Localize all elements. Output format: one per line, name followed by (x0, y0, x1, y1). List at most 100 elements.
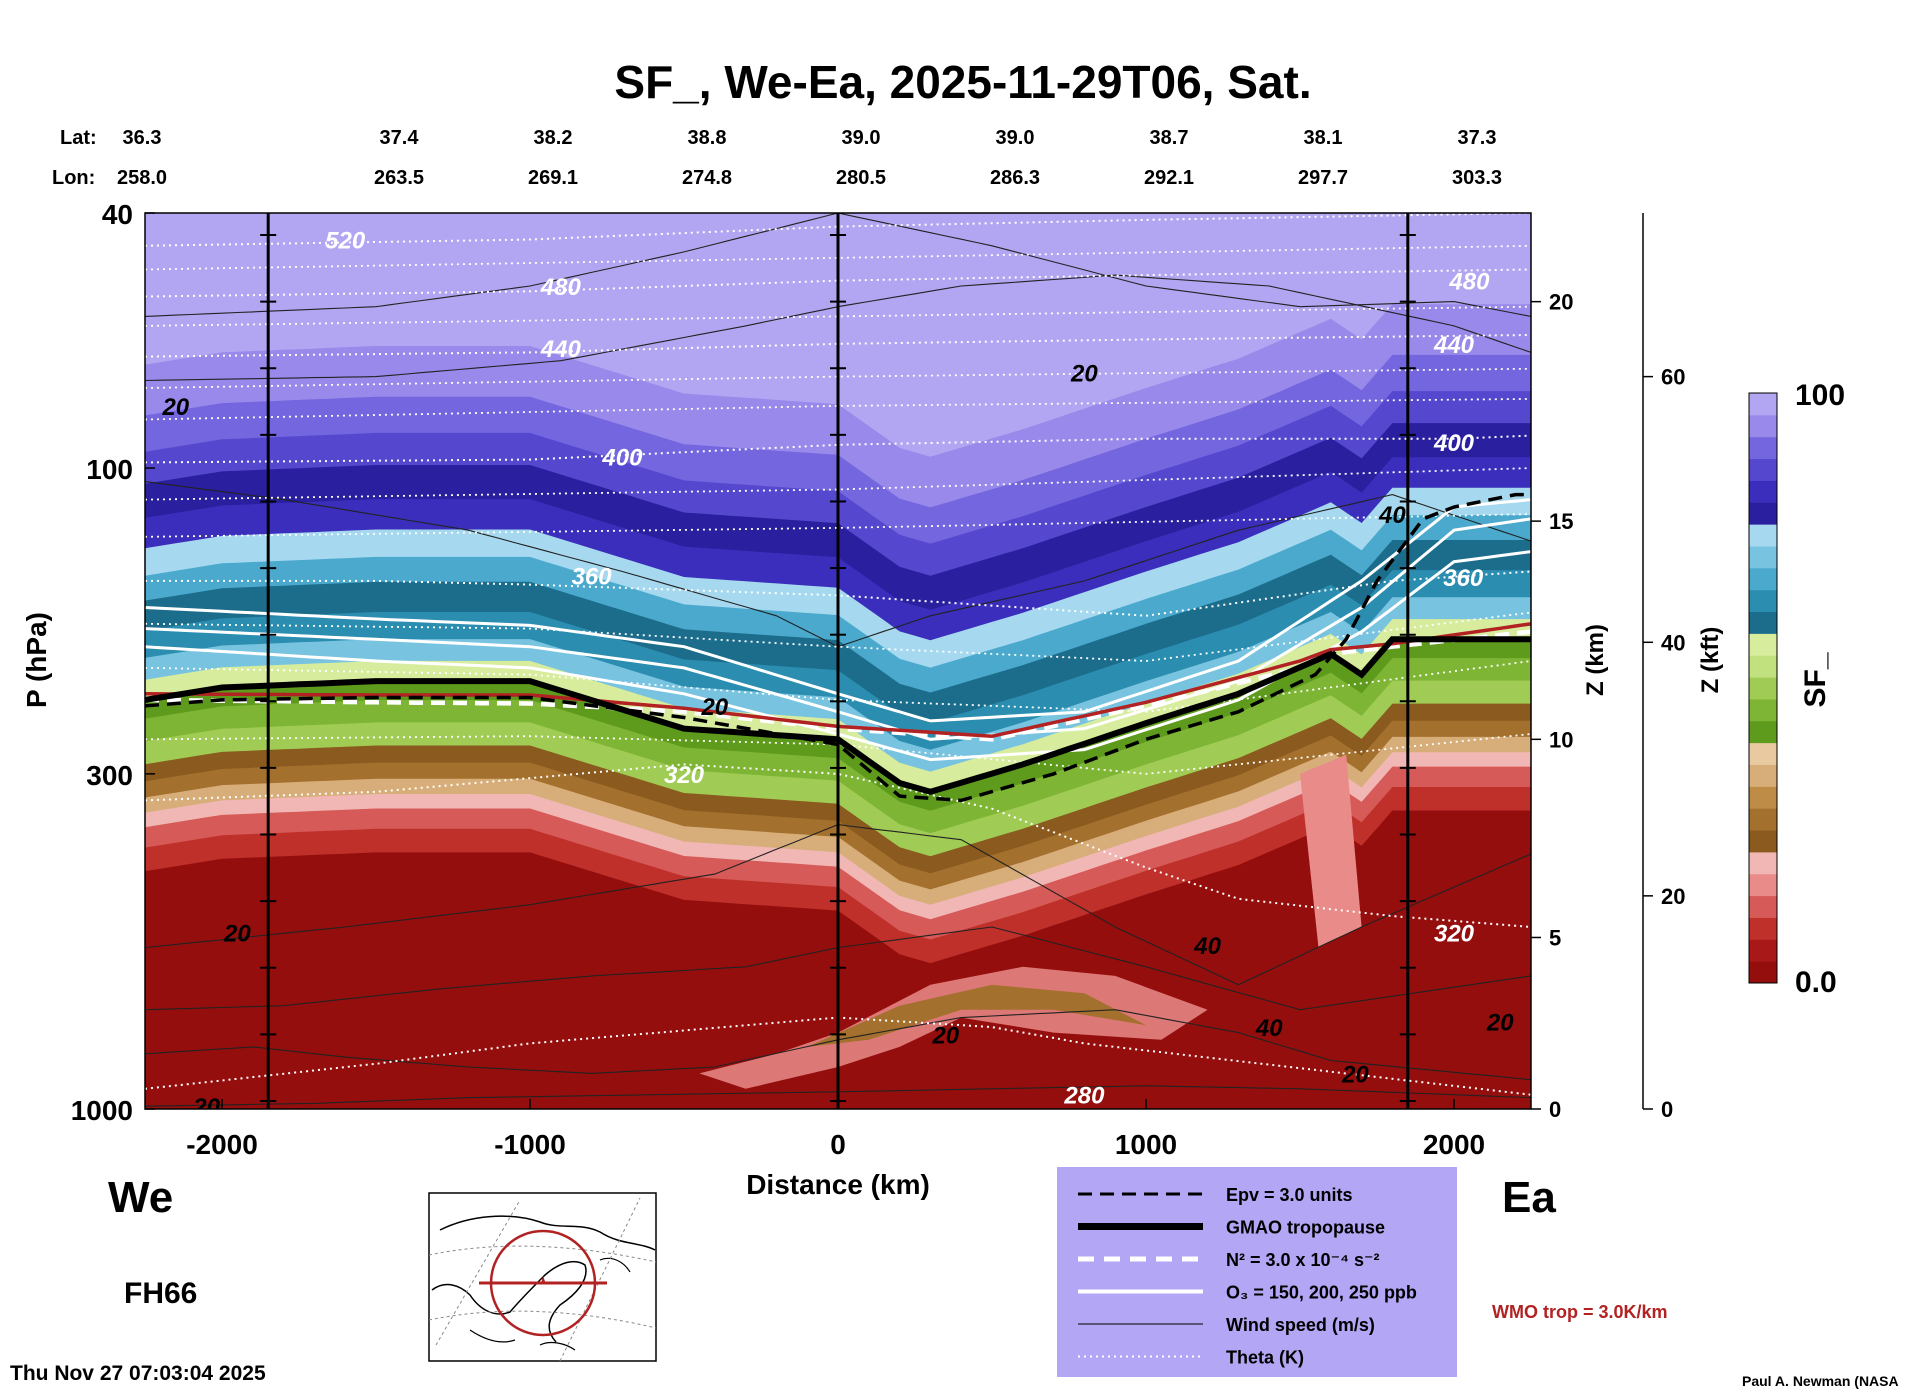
theta-label: 440 (1433, 332, 1475, 359)
lat-value: 38.2 (534, 127, 573, 149)
colorbar-swatch (1749, 524, 1777, 547)
vertical-markers (260, 213, 1416, 1109)
colorbar-swatch (1749, 589, 1777, 613)
x-tick-label: 0 (830, 1129, 846, 1160)
credit: Paul A. Newman (NASA (1742, 1373, 1899, 1389)
lon-value: 263.5 (374, 167, 424, 189)
contour-labels: 520 480 440 400 360 320 280 400 360 440 480 320 20 20… (161, 228, 1514, 1110)
lat-value: 36.3 (123, 127, 162, 149)
legend: Epv = 3.0 units GMAO tropopause N² = 3.0 x… (1057, 1167, 1457, 1377)
wind-label: 20 (223, 920, 251, 947)
lat-value: 37.4 (380, 127, 420, 149)
lon-value: 297.7 (1298, 167, 1348, 189)
wind-label: 20 (1070, 361, 1098, 388)
colorbar-swatch (1749, 567, 1777, 591)
colorbar-swatch (1749, 633, 1777, 656)
z-kft-axis-label: Z (kft) (1697, 627, 1724, 694)
wmo-trop-note: WMO trop = 3.0K/km (1492, 1302, 1668, 1322)
colorbar-title: SF_ (1799, 652, 1832, 707)
colorbar-frame (1748, 392, 1778, 984)
theta-320 (145, 763, 1531, 928)
legend-label-5: Theta (K) (1226, 1348, 1304, 1368)
theta-label: 520 (325, 228, 366, 255)
forecast-hour: FH66 (124, 1277, 197, 1310)
lat-value: 38.1 (1304, 127, 1343, 149)
plot-area: 520 480 440 400 360 320 280 400 360 440 480 320 20 20… (145, 213, 1531, 1110)
lon-value: 292.1 (1144, 167, 1194, 189)
theta-label: 360 (572, 563, 613, 590)
colorbar-swatch (1749, 458, 1777, 481)
sf-filled-contours (145, 213, 1531, 1089)
y-tick-label: 300 (86, 760, 133, 791)
wind-label: 40 (1378, 502, 1406, 529)
lat-value: 37.3 (1458, 127, 1497, 149)
z-km-tick-label: 20 (1549, 290, 1573, 315)
theta-label: 360 (1443, 565, 1484, 592)
wind-label: 40 (1255, 1015, 1283, 1042)
colorbar-swatch (1749, 895, 1777, 918)
theta-label: 440 (540, 336, 582, 363)
colorbar-swatch (1749, 742, 1777, 765)
y-axis-label: P (hPa) (21, 612, 52, 708)
colorbar-swatch (1749, 786, 1777, 809)
colorbar-swatch (1749, 851, 1777, 875)
lat-value: 38.8 (688, 127, 727, 149)
wind-contour-0 (145, 213, 1531, 317)
lat-value: 39.0 (996, 127, 1035, 149)
legend-label-1: GMAO tropopause (1226, 1218, 1385, 1238)
colorbar-max-label: 100 (1795, 379, 1845, 412)
east-label: Ea (1502, 1173, 1556, 1222)
lon-value: 274.8 (682, 167, 732, 189)
theta-label: 320 (1434, 920, 1475, 947)
theta-label: 400 (601, 445, 643, 472)
colorbar-swatch (1749, 436, 1777, 460)
colorbar-swatch (1749, 830, 1777, 853)
z-km-tick-label: 10 (1549, 727, 1573, 752)
sf-east-streak (1300, 754, 1362, 948)
colorbar-swatch (1749, 808, 1777, 831)
x-tick-label: 1000 (1115, 1129, 1177, 1160)
chart-title: SF_, We-Ea, 2025-11-29T06, Sat. (614, 56, 1311, 108)
lon-value: 258.0 (117, 167, 167, 189)
colorbar-swatch (1749, 655, 1777, 678)
latlon-tick-labels: 36.3 258.0 37.4 263.5 38.2 269.1 38.8 274.8 39.0… (117, 127, 1502, 189)
theta-label: 320 (664, 762, 705, 789)
colorbar (1748, 392, 1778, 984)
y-tick-label: 1000 (71, 1095, 133, 1126)
y-tick-label: 40 (102, 199, 133, 230)
z-km-axis-label: Z (km) (1582, 624, 1609, 696)
legend-label-3: O₃ = 150, 200, 250 ppb (1226, 1283, 1417, 1303)
x-tick-label: 2000 (1423, 1129, 1485, 1160)
colorbar-swatch (1749, 764, 1777, 787)
y-axis-z-km: 0 5 10 15 20 (1531, 290, 1573, 1122)
lon-value: 280.5 (836, 167, 886, 189)
y-axis-pressure: 40 100 300 1000 (71, 199, 155, 1126)
location-map-inset (428, 1192, 657, 1362)
colorbar-swatch (1749, 873, 1777, 897)
theta-label: 280 (1063, 1083, 1105, 1110)
theta-label: 480 (540, 274, 582, 301)
z-km-tick-label: 5 (1549, 925, 1561, 950)
wind-label: 20 (1486, 1009, 1514, 1036)
x-tick-label: -2000 (186, 1129, 258, 1160)
lon-label: Lon: (52, 167, 95, 189)
wind-label: 20 (700, 694, 728, 721)
colorbar-swatch (1749, 393, 1777, 416)
epv-line (145, 492, 1531, 803)
wind-label: 20 (161, 394, 189, 421)
lat-value: 39.0 (842, 127, 881, 149)
colorbar-swatch (1749, 698, 1777, 722)
west-label: We (108, 1173, 173, 1222)
colorbar-swatch (1749, 961, 1777, 984)
z-kft-tick-label: 20 (1661, 884, 1685, 909)
z-km-tick-label: 15 (1549, 509, 1573, 534)
colorbar-swatch (1749, 677, 1777, 700)
y-tick-label: 100 (86, 454, 133, 485)
legend-label-0: Epv = 3.0 units (1226, 1185, 1353, 1205)
colorbar-swatch (1749, 611, 1777, 634)
colorbar-swatch (1749, 720, 1777, 744)
z-kft-tick-label: 40 (1661, 630, 1685, 655)
colorbar-swatch (1749, 480, 1777, 503)
lon-value: 269.1 (528, 167, 578, 189)
